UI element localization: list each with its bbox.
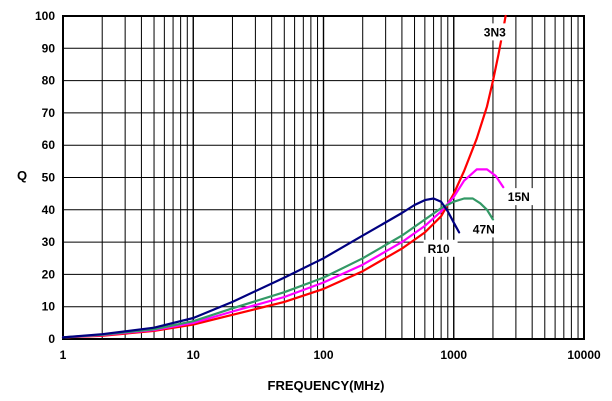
x-tick-label: 10000 — [567, 348, 601, 362]
series-label-47n: 47N — [473, 222, 495, 236]
series-label-3n3: 3N3 — [484, 25, 506, 39]
y-tick-label: 80 — [42, 74, 56, 88]
y-tick-label: 70 — [42, 106, 56, 120]
y-tick-label: 10 — [42, 300, 56, 314]
y-tick-label: 50 — [42, 171, 56, 185]
x-tick-label: 100 — [313, 348, 333, 362]
x-tick-label: 1000 — [440, 348, 467, 362]
series-label-15n: 15N — [508, 190, 530, 204]
y-tick-label: 0 — [48, 332, 55, 346]
y-tick-label: 30 — [42, 235, 56, 249]
series-line-r10 — [63, 199, 459, 338]
series-label-r10: R10 — [428, 242, 450, 256]
y-tick-label: 90 — [42, 41, 56, 55]
x-tick-label: 10 — [187, 348, 201, 362]
x-tick-label: 1 — [60, 348, 67, 362]
x-axis-title: FREQUENCY(MHz) — [268, 378, 385, 393]
y-tick-label: 40 — [42, 203, 56, 217]
y-tick-label: 100 — [35, 9, 55, 23]
y-tick-label: 20 — [42, 267, 56, 281]
y-tick-label: 60 — [42, 138, 56, 152]
series-line-47n — [63, 199, 493, 338]
y-axis-title: Q — [17, 168, 27, 183]
grid-layer — [63, 16, 584, 339]
